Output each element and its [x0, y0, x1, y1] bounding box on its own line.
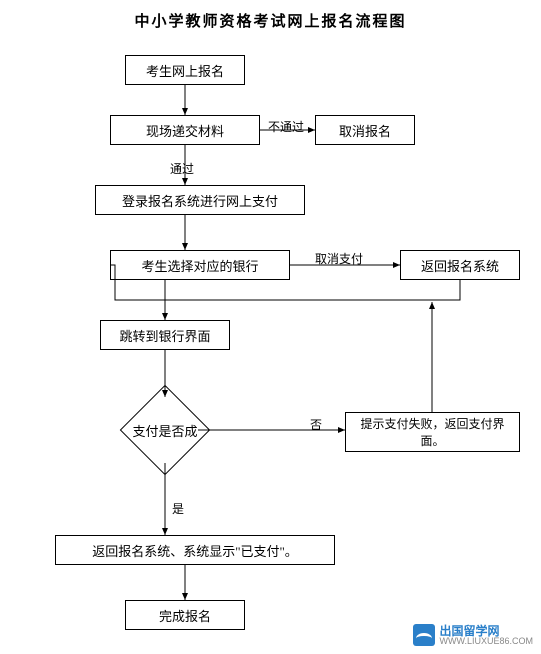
edge-label-yes: 是	[172, 500, 184, 517]
node-show-paid: 返回报名系统、系统显示"已支付"。	[55, 535, 335, 565]
edge-label-cancel: 取消支付	[315, 250, 363, 267]
node-submit-materials: 现场递交材料	[110, 115, 260, 145]
node-pay-fail-hint: 提示支付失败，返回支付界面。	[345, 412, 520, 452]
site-logo: 出国留学网 WWW.LIUXUE86.COM	[413, 624, 533, 646]
node-return-system: 返回报名系统	[400, 250, 520, 280]
logo-icon	[413, 624, 435, 646]
node-select-bank: 考生选择对应的银行	[110, 250, 290, 280]
logo-text-en: WWW.LIUXUE86.COM	[439, 637, 533, 646]
logo-text-cn: 出国留学网	[439, 625, 533, 637]
edge-label-fail: 不通过	[268, 118, 304, 135]
node-complete: 完成报名	[125, 600, 245, 630]
node-bank-interface: 跳转到银行界面	[100, 320, 230, 350]
node-login-pay: 登录报名系统进行网上支付	[95, 185, 305, 215]
node-register-online: 考生网上报名	[125, 55, 245, 85]
node-cancel-register: 取消报名	[315, 115, 415, 145]
node-pay-success-label: 支付是否成	[115, 418, 215, 442]
edge-label-pass: 通过	[170, 160, 194, 177]
page-title: 中小学教师资格考试网上报名流程图	[0, 10, 541, 31]
edge-label-no: 否	[310, 416, 322, 433]
